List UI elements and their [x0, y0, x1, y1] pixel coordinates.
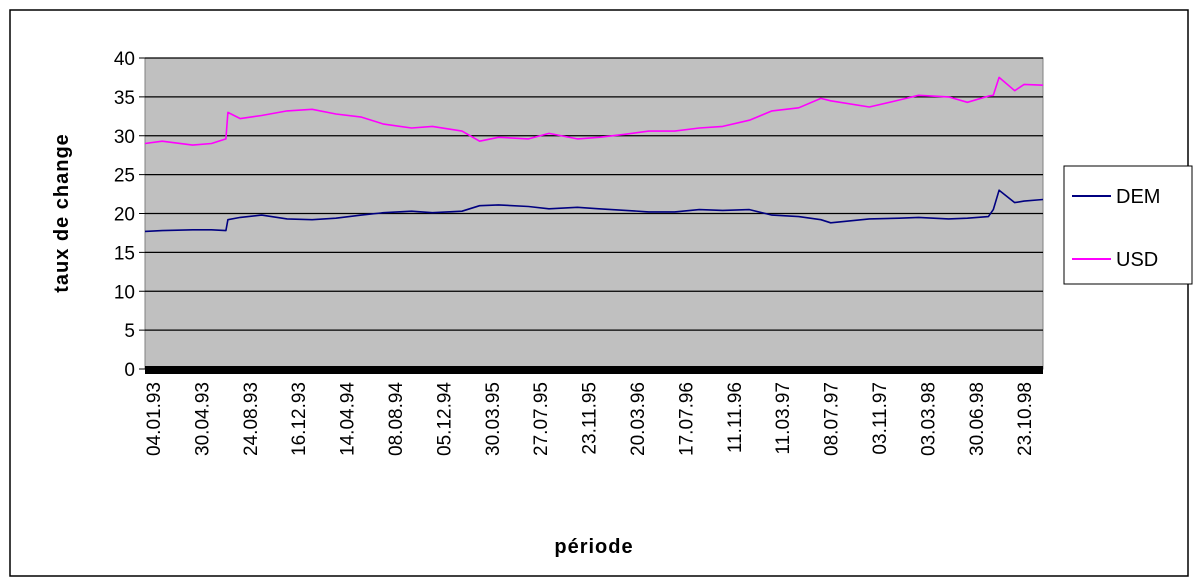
y-tick-label: 5 [124, 321, 135, 342]
gridlines [145, 57, 1043, 331]
x-tick-label: 08.07.97 [822, 382, 843, 456]
y-tick-label: 10 [114, 282, 135, 303]
y-tick-label: 40 [114, 49, 135, 70]
legend: DEM USD [1063, 165, 1193, 285]
legend-label-dem: DEM [1116, 186, 1160, 208]
y-tick-label: 20 [114, 205, 135, 226]
series-line-dem [144, 189, 1044, 233]
x-tick-label: 30.06.98 [967, 382, 988, 456]
x-tick-label: 14.04.94 [338, 382, 359, 456]
y-tick-label: 15 [114, 243, 135, 264]
x-tick-label: 03.11.97 [870, 382, 891, 455]
x-tick-label: 30.04.93 [192, 382, 213, 456]
x-tick-label: 24.08.93 [241, 382, 262, 456]
x-tick-label: 05.12.94 [434, 382, 455, 456]
x-axis-ticks: 04.01.93 30.04.93 24.08.93 16.12.93 14.04.94… [144, 382, 1036, 456]
y-tick-label: 25 [114, 166, 135, 187]
x-tick-label: 11.11.96 [725, 382, 746, 453]
x-axis-bar [145, 366, 1043, 374]
y-axis-ticks: 0 5 10 15 20 25 30 35 40 [114, 49, 145, 381]
y-tick-label: 0 [124, 360, 135, 381]
y-tick-label: 30 [114, 127, 135, 148]
legend-label-usd: USD [1116, 249, 1158, 271]
x-tick-label: 23.10.98 [1015, 382, 1036, 456]
x-tick-label: 30.03.95 [483, 382, 504, 456]
series-group [144, 76, 1044, 233]
y-tick-label: 35 [114, 88, 135, 109]
x-tick-label: 20.03.96 [628, 382, 649, 456]
y-axis-title: taux de change [51, 133, 73, 293]
x-tick-label: 03.03.98 [918, 382, 939, 456]
series-line-usd [144, 76, 1044, 146]
x-tick-label: 17.07.96 [676, 382, 697, 456]
x-tick-label: 16.12.93 [289, 382, 310, 456]
x-tick-label: 08.08.94 [386, 382, 407, 456]
x-tick-label: 04.01.93 [144, 382, 165, 456]
x-tick-label: 11.03.97 [773, 382, 794, 455]
x-tick-label: 23.11.95 [580, 382, 601, 455]
x-axis-title: période [554, 536, 633, 558]
legend-box [1063, 165, 1193, 285]
x-tick-label: 27.07.95 [531, 382, 552, 456]
